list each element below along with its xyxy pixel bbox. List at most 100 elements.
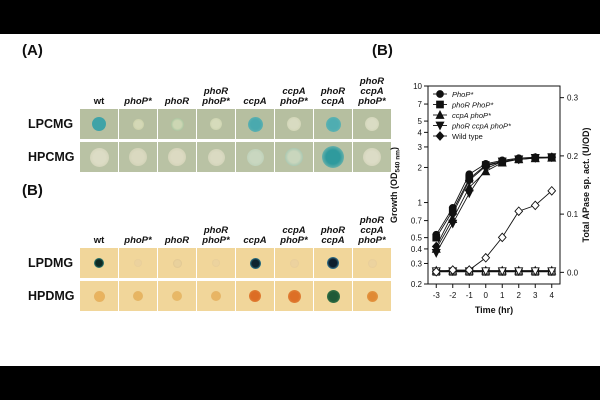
x-tick-label: -1: [466, 291, 474, 300]
colony-spot: [367, 258, 377, 268]
marker-triangle-down: [464, 189, 474, 199]
y-left-axis-label-main: Growth (OD: [389, 172, 399, 223]
x-tick-label: 2: [517, 291, 522, 300]
colony-spot: [249, 257, 261, 269]
colony-spot: [249, 290, 261, 302]
y-left-tick-label: 3: [418, 143, 423, 152]
a-column-header-line: phoR: [203, 86, 229, 97]
colony-spot: [133, 291, 143, 301]
plate-tile: [314, 109, 352, 139]
a-column-header-line: ccpA: [321, 96, 345, 107]
a-column-header: phoP*: [120, 97, 156, 107]
plate-tile: [119, 142, 157, 172]
marker-triangle-down: [547, 267, 557, 277]
marker-triangle-up: [435, 110, 445, 119]
plate-tile: [236, 142, 274, 172]
a-plate-row: [80, 109, 391, 139]
marker-diamond: [497, 156, 507, 167]
colony-spot: [247, 116, 263, 132]
colony-spot: [92, 117, 106, 131]
b-row-label: LPDMG: [28, 256, 74, 270]
colony-spot: [287, 289, 301, 303]
marker-diamond: [497, 232, 507, 243]
a-column-header-line: phoR: [164, 96, 190, 107]
marker-diamond: [464, 175, 474, 186]
y-left-tick-label: 10: [413, 82, 422, 91]
colony-spot: [285, 148, 303, 166]
colony-spot: [322, 146, 344, 168]
a-column-header: wt: [81, 97, 117, 107]
b-column-header-line: ccpA: [321, 235, 345, 246]
a-column-header: phoR ccpA: [315, 87, 351, 107]
growth-series: [431, 152, 557, 252]
marker-triangle-down: [448, 219, 458, 229]
colony-spot: [325, 116, 341, 132]
a-column-header-line: phoP*: [280, 96, 308, 107]
a-column-header-line: wt: [93, 96, 105, 107]
a-column-header: ccpA phoP*: [276, 87, 312, 107]
y-left-axis-label-subscript: 540 nm: [395, 150, 402, 173]
y-left-tick-label: 0.4: [411, 245, 423, 254]
colony-spot: [211, 291, 221, 301]
plate-tile: [119, 281, 157, 311]
a-column-header-line: phoR: [359, 76, 385, 87]
plate-tile: [275, 248, 313, 278]
panel-a-letter: (A): [22, 42, 43, 59]
y-left-axis-label-close: ): [389, 147, 399, 150]
x-tick-label: 1: [500, 291, 505, 300]
y-right-tick-label: 0.0: [567, 268, 579, 277]
y-right-axis-label: Total APase sp. act. (U/OD): [581, 127, 591, 242]
legend-label: Wild type: [452, 132, 483, 141]
colony-spot: [287, 117, 301, 131]
a-row-label: LPCMG: [28, 117, 74, 131]
b-column-header: wt: [81, 236, 117, 246]
plate-tile: [119, 248, 157, 278]
plate-tile: [80, 248, 118, 278]
x-tick-label: 0: [484, 291, 489, 300]
b-plate-row: [80, 248, 391, 278]
colony-spot: [94, 258, 104, 268]
y-right-tick-label: 0.1: [567, 210, 579, 219]
plate-tile: [197, 142, 235, 172]
colony-spot: [289, 258, 299, 268]
b-column-header: phoR ccpA: [315, 226, 351, 246]
marker-triangle-down: [481, 267, 491, 277]
y-left-tick-label: 0.2: [411, 280, 423, 289]
a-column-header-line: ccpA: [243, 96, 267, 107]
marker-diamond: [448, 208, 458, 219]
b-column-header: phoR phoP*: [198, 226, 234, 246]
b-column-header-line: phoR: [320, 225, 346, 236]
marker-diamond: [431, 241, 441, 252]
plate-tile: [80, 281, 118, 311]
a-column-header: ccpA: [237, 97, 273, 107]
plot-frame: [427, 85, 561, 285]
plate-tile: [353, 109, 391, 139]
marker-diamond: [435, 131, 445, 141]
plate-tile: [158, 248, 196, 278]
marker-diamond: [481, 161, 491, 172]
marker-diamond: [530, 200, 540, 211]
colony-spot: [89, 147, 109, 167]
marker-triangle-down: [435, 121, 445, 131]
b-column-header-line: wt: [93, 235, 105, 246]
colony-spot: [207, 148, 225, 166]
plate-tile: [158, 142, 196, 172]
a-row-label: HPCMG: [28, 150, 75, 164]
y-left-axis-label: Growth (OD540 nm): [389, 147, 402, 223]
b-column-header: ccpA: [237, 236, 273, 246]
b-column-header: phoP*: [120, 236, 156, 246]
colony-spot: [129, 148, 147, 166]
plate-tile: [275, 281, 313, 311]
b-column-header-line: phoP*: [280, 235, 308, 246]
colony-spot: [172, 291, 182, 301]
a-column-header-line: phoP*: [358, 96, 386, 107]
y-left-tick-label: 7: [418, 100, 423, 109]
b-column-header-line: phoP*: [202, 235, 230, 246]
colony-spot: [212, 259, 220, 267]
colony-spot: [134, 259, 142, 267]
marker-diamond: [514, 206, 524, 217]
b-column-header-line: phoR: [359, 215, 385, 226]
colony-spot: [246, 148, 264, 166]
b-column-header: ccpA phoP*: [276, 226, 312, 246]
marker-square: [432, 233, 441, 242]
